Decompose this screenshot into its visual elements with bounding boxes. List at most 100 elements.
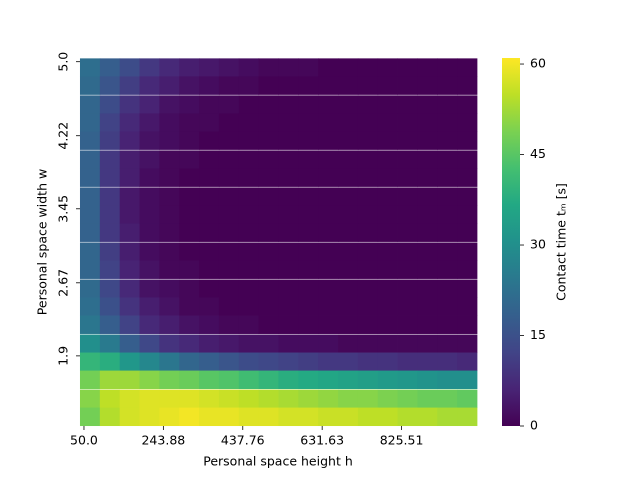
heatmap-cell — [397, 352, 418, 371]
heatmap-cell — [377, 279, 398, 298]
heatmap-cell — [238, 334, 260, 353]
heatmap-cell — [338, 297, 359, 316]
heatmap-cell — [417, 168, 438, 187]
heatmap-cell — [457, 315, 478, 334]
heatmap-cell — [457, 76, 478, 95]
heatmap-cell — [457, 95, 478, 114]
heatmap-cell — [278, 168, 299, 187]
heatmap-cell — [139, 242, 160, 261]
heatmap-cell — [218, 297, 240, 316]
heatmap-cell — [79, 242, 101, 261]
heatmap-cell — [437, 242, 458, 261]
heatmap-cell — [417, 260, 438, 279]
heatmap-cell — [79, 407, 101, 427]
heatmap-cell — [417, 58, 438, 77]
heatmap-cell — [377, 131, 398, 150]
heatmap-cell — [199, 279, 220, 298]
heatmap-cell — [397, 223, 418, 242]
heatmap-cell — [338, 205, 359, 224]
heatmap-cell — [357, 187, 379, 206]
heatmap-cell — [218, 168, 240, 187]
y-axis-label: Personal space width w — [35, 169, 50, 315]
heatmap-cell — [139, 187, 160, 206]
heatmap-cell — [357, 370, 379, 390]
heatmap-cell — [218, 352, 240, 371]
heatmap-cell — [377, 260, 398, 279]
heatmap-cell — [278, 407, 299, 427]
heatmap-cell — [417, 315, 438, 334]
heatmap-cell — [397, 315, 418, 334]
heatmap-cell — [397, 242, 418, 261]
heatmap-cell — [318, 297, 339, 316]
heatmap-cell — [318, 279, 339, 298]
heatmap-cell — [318, 352, 339, 371]
heatmap-cell — [179, 187, 200, 206]
heatmap-cell — [397, 150, 418, 169]
heatmap-cell — [318, 187, 339, 206]
heatmap-cell — [119, 76, 140, 95]
heatmap-cell — [79, 223, 101, 242]
heatmap-cell — [278, 187, 299, 206]
heatmap-cell — [159, 370, 180, 390]
heatmap-cell — [417, 131, 438, 150]
heatmap-cell — [417, 205, 438, 224]
heatmap-cell — [99, 168, 121, 187]
heatmap-cell — [318, 407, 339, 427]
heatmap-cell — [417, 370, 438, 390]
heatmap-cell — [278, 131, 299, 150]
y-tick-label: 1.9 — [56, 346, 71, 366]
heatmap-cell — [179, 168, 200, 187]
heatmap-cell — [199, 407, 220, 427]
heatmap-cell — [278, 297, 299, 316]
heatmap-cell — [238, 315, 260, 334]
heatmap-cell — [377, 334, 398, 353]
heatmap-cell — [218, 389, 240, 408]
heatmap-cell — [457, 150, 478, 169]
heatmap-cell — [139, 389, 160, 408]
colorbar-tick-label: 15 — [530, 327, 546, 342]
heatmap-cell — [298, 187, 319, 206]
heatmap-cell — [357, 315, 379, 334]
heatmap-cell — [298, 242, 319, 261]
heatmap-cell — [397, 260, 418, 279]
heatmap-cell — [298, 297, 319, 316]
heatmap-cell — [298, 315, 319, 334]
heatmap-cell — [457, 168, 478, 187]
heatmap-cell — [179, 58, 200, 77]
heatmap-cell — [417, 352, 438, 371]
colorbar-tick-label: 30 — [530, 237, 546, 252]
heatmap-cell — [457, 131, 478, 150]
heatmap-cell — [119, 205, 140, 224]
heatmap-cell — [377, 76, 398, 95]
heatmap-cell — [377, 389, 398, 408]
heatmap-cell — [437, 352, 458, 371]
heatmap-cells — [79, 58, 478, 427]
heatmap-cell — [159, 223, 180, 242]
heatmap-cell — [437, 223, 458, 242]
colorbar-tick-label: 45 — [530, 146, 546, 161]
heatmap-cell — [457, 113, 478, 132]
heatmap-cell — [218, 370, 240, 390]
heatmap-cell — [318, 242, 339, 261]
heatmap-cell — [238, 205, 260, 224]
heatmap-cell — [377, 315, 398, 334]
y-tick-label: 3.45 — [56, 195, 71, 223]
heatmap-cell — [218, 407, 240, 427]
heatmap-cell — [457, 297, 478, 316]
heatmap-cell — [179, 242, 200, 261]
heatmap-cell — [437, 315, 458, 334]
heatmap-cell — [338, 131, 359, 150]
heatmap-cell — [119, 168, 140, 187]
heatmap-cell — [119, 223, 140, 242]
heatmap-cell — [357, 131, 379, 150]
heatmap-cell — [298, 389, 319, 408]
heatmap-cell — [139, 370, 160, 390]
heatmap-cell — [139, 205, 160, 224]
heatmap-cell — [199, 389, 220, 408]
heatmap-cell — [79, 260, 101, 279]
heatmap-cell — [377, 150, 398, 169]
heatmap-cell — [457, 370, 478, 390]
heatmap-cell — [377, 407, 398, 427]
heatmap-cell — [338, 279, 359, 298]
